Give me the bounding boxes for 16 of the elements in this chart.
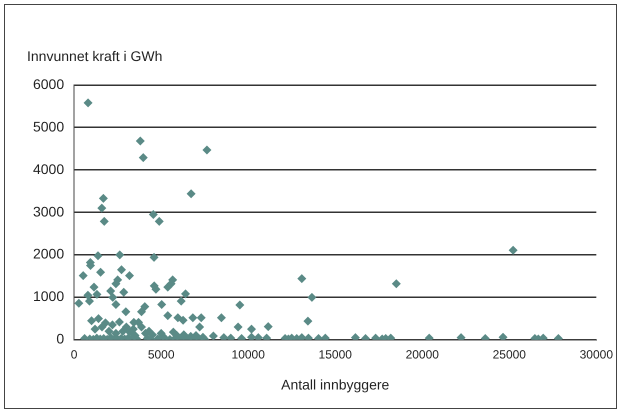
x-tick-label: 30000 [580,347,614,362]
y-tick-label: 1000 [32,288,64,304]
x-tick-label: 15000 [318,347,352,362]
x-tick-label: 25000 [492,347,526,362]
x-tick-label: 5000 [148,347,175,362]
y-tick-label: 5000 [32,118,64,134]
y-tick-label: 2000 [32,246,64,262]
x-tick-label: 0 [70,347,78,362]
x-tick-label: 20000 [406,347,440,362]
x-axis-title: Antall innbyggere [281,376,390,392]
y-tick-label: 6000 [32,76,64,92]
x-tick-label: 10000 [232,347,266,362]
y-axis-title: Innvunnet kraft i GWh [27,48,162,64]
y-tick-label: 4000 [32,160,64,177]
y-tick-label: 3000 [32,203,64,220]
y-tick-label: 0 [56,330,64,347]
